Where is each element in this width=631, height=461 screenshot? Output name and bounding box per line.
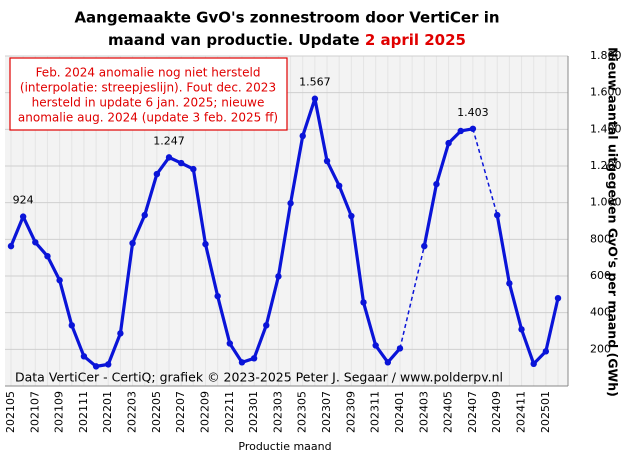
x-tick-label: 202107 — [28, 391, 41, 433]
point — [433, 180, 440, 188]
point — [372, 342, 379, 349]
point — [518, 326, 525, 333]
x-tick-label: 202105 — [4, 391, 17, 433]
point — [421, 242, 428, 250]
interpolation — [399, 245, 426, 349]
point — [384, 359, 392, 366]
point — [348, 212, 355, 220]
y-tick-label: 200 — [590, 342, 611, 355]
point — [238, 359, 246, 366]
chart-title: Aangemaakte GvO's zonnestroom door Verti… — [74, 9, 499, 27]
x-tick-label: 202501 — [539, 391, 552, 433]
data-label: 924 — [13, 194, 34, 207]
point — [311, 95, 319, 102]
source: Data VertiCer - CertiQ; grafiek © 2023-2… — [15, 370, 503, 385]
point — [250, 355, 258, 362]
x-tick-label: 202309 — [344, 391, 357, 433]
point — [141, 211, 148, 219]
x-tick-label: 202305 — [296, 391, 309, 433]
point — [445, 139, 452, 147]
point — [263, 322, 270, 329]
y-tick-label: 1.600 — [590, 86, 622, 99]
annotation: anomalie aug. 2024 (update 3 feb. 2025 f… — [18, 111, 278, 125]
x-tick-label: 202403 — [417, 391, 430, 433]
data-label: 1.567 — [299, 76, 331, 89]
point — [177, 159, 185, 167]
point — [506, 280, 513, 287]
x-tick-label: 202209 — [198, 391, 211, 433]
x-tick-label: 202301 — [247, 391, 260, 433]
x-tick-label: 202205 — [150, 391, 163, 433]
y-tick-label: 1.400 — [590, 122, 622, 135]
point — [129, 239, 136, 247]
x-tick-label: 202409 — [490, 391, 503, 433]
point — [542, 348, 550, 355]
point — [287, 200, 294, 207]
point — [554, 294, 562, 302]
x-tick-label: 202407 — [466, 391, 479, 433]
y-tick-label: 400 — [590, 306, 611, 319]
point — [32, 239, 39, 246]
point — [299, 132, 306, 140]
y-tick-label: 600 — [590, 269, 611, 282]
x-tick-label: 202111 — [77, 391, 90, 433]
point — [165, 154, 173, 161]
x-tick-label: 202109 — [53, 391, 66, 433]
point — [202, 240, 209, 248]
x-tick-label: 202401 — [393, 391, 406, 433]
interpolation — [472, 128, 498, 216]
x-axis-label: Productie maand — [238, 440, 331, 453]
point — [190, 165, 197, 173]
annotation-box — [9, 57, 288, 131]
point — [7, 242, 15, 250]
point — [323, 157, 331, 165]
data-label: 1.403 — [457, 106, 489, 119]
point — [396, 345, 404, 352]
x-tick-label: 202303 — [271, 391, 284, 433]
point — [336, 182, 343, 189]
point — [214, 292, 221, 300]
y-axis-label: Nieuw aantal uitgegeven GvO's per maand … — [606, 47, 621, 397]
point — [530, 360, 537, 368]
annotation: Feb. 2024 anomalie nog niet hersteld — [36, 66, 261, 80]
point — [92, 363, 100, 370]
point — [44, 253, 51, 260]
title-highlight: 2 april 2025 — [365, 31, 466, 49]
point — [469, 125, 477, 132]
point — [56, 277, 63, 284]
data-label: 1.247 — [153, 134, 185, 147]
x-tick-label: 202307 — [320, 391, 333, 433]
point — [360, 299, 367, 306]
title-part: maand van productie. Update — [108, 31, 360, 49]
point — [68, 322, 75, 329]
x-tick-label: 202201 — [101, 391, 114, 433]
x-tick-label: 202311 — [369, 391, 382, 433]
annotation: hersteld in update 6 jan. 2025; nieuwe — [32, 96, 265, 110]
point — [117, 330, 124, 337]
point — [226, 340, 233, 347]
point — [494, 211, 501, 219]
x-tick-label: 202405 — [442, 391, 455, 433]
point — [19, 213, 27, 220]
point — [105, 361, 112, 368]
y-tick-label: 1.800 — [590, 49, 622, 62]
point — [80, 353, 88, 360]
point — [275, 273, 282, 280]
x-tick-label: 202207 — [174, 391, 187, 433]
point — [457, 127, 464, 135]
y-tick-label: 800 — [590, 232, 611, 245]
x-tick-label: 202203 — [126, 391, 139, 433]
line — [495, 214, 560, 366]
chart-title: maand van productie. Update 2 april 2025 — [108, 31, 466, 49]
x-tick-label: 202211 — [223, 391, 236, 433]
point — [153, 170, 161, 178]
annotation: (interpolatie: streepjeslijn). Fout dec.… — [20, 81, 276, 95]
y-tick-label: 1.000 — [590, 196, 622, 209]
x-tick-label: 202411 — [515, 391, 528, 433]
y-tick-label: 1.200 — [590, 159, 622, 172]
